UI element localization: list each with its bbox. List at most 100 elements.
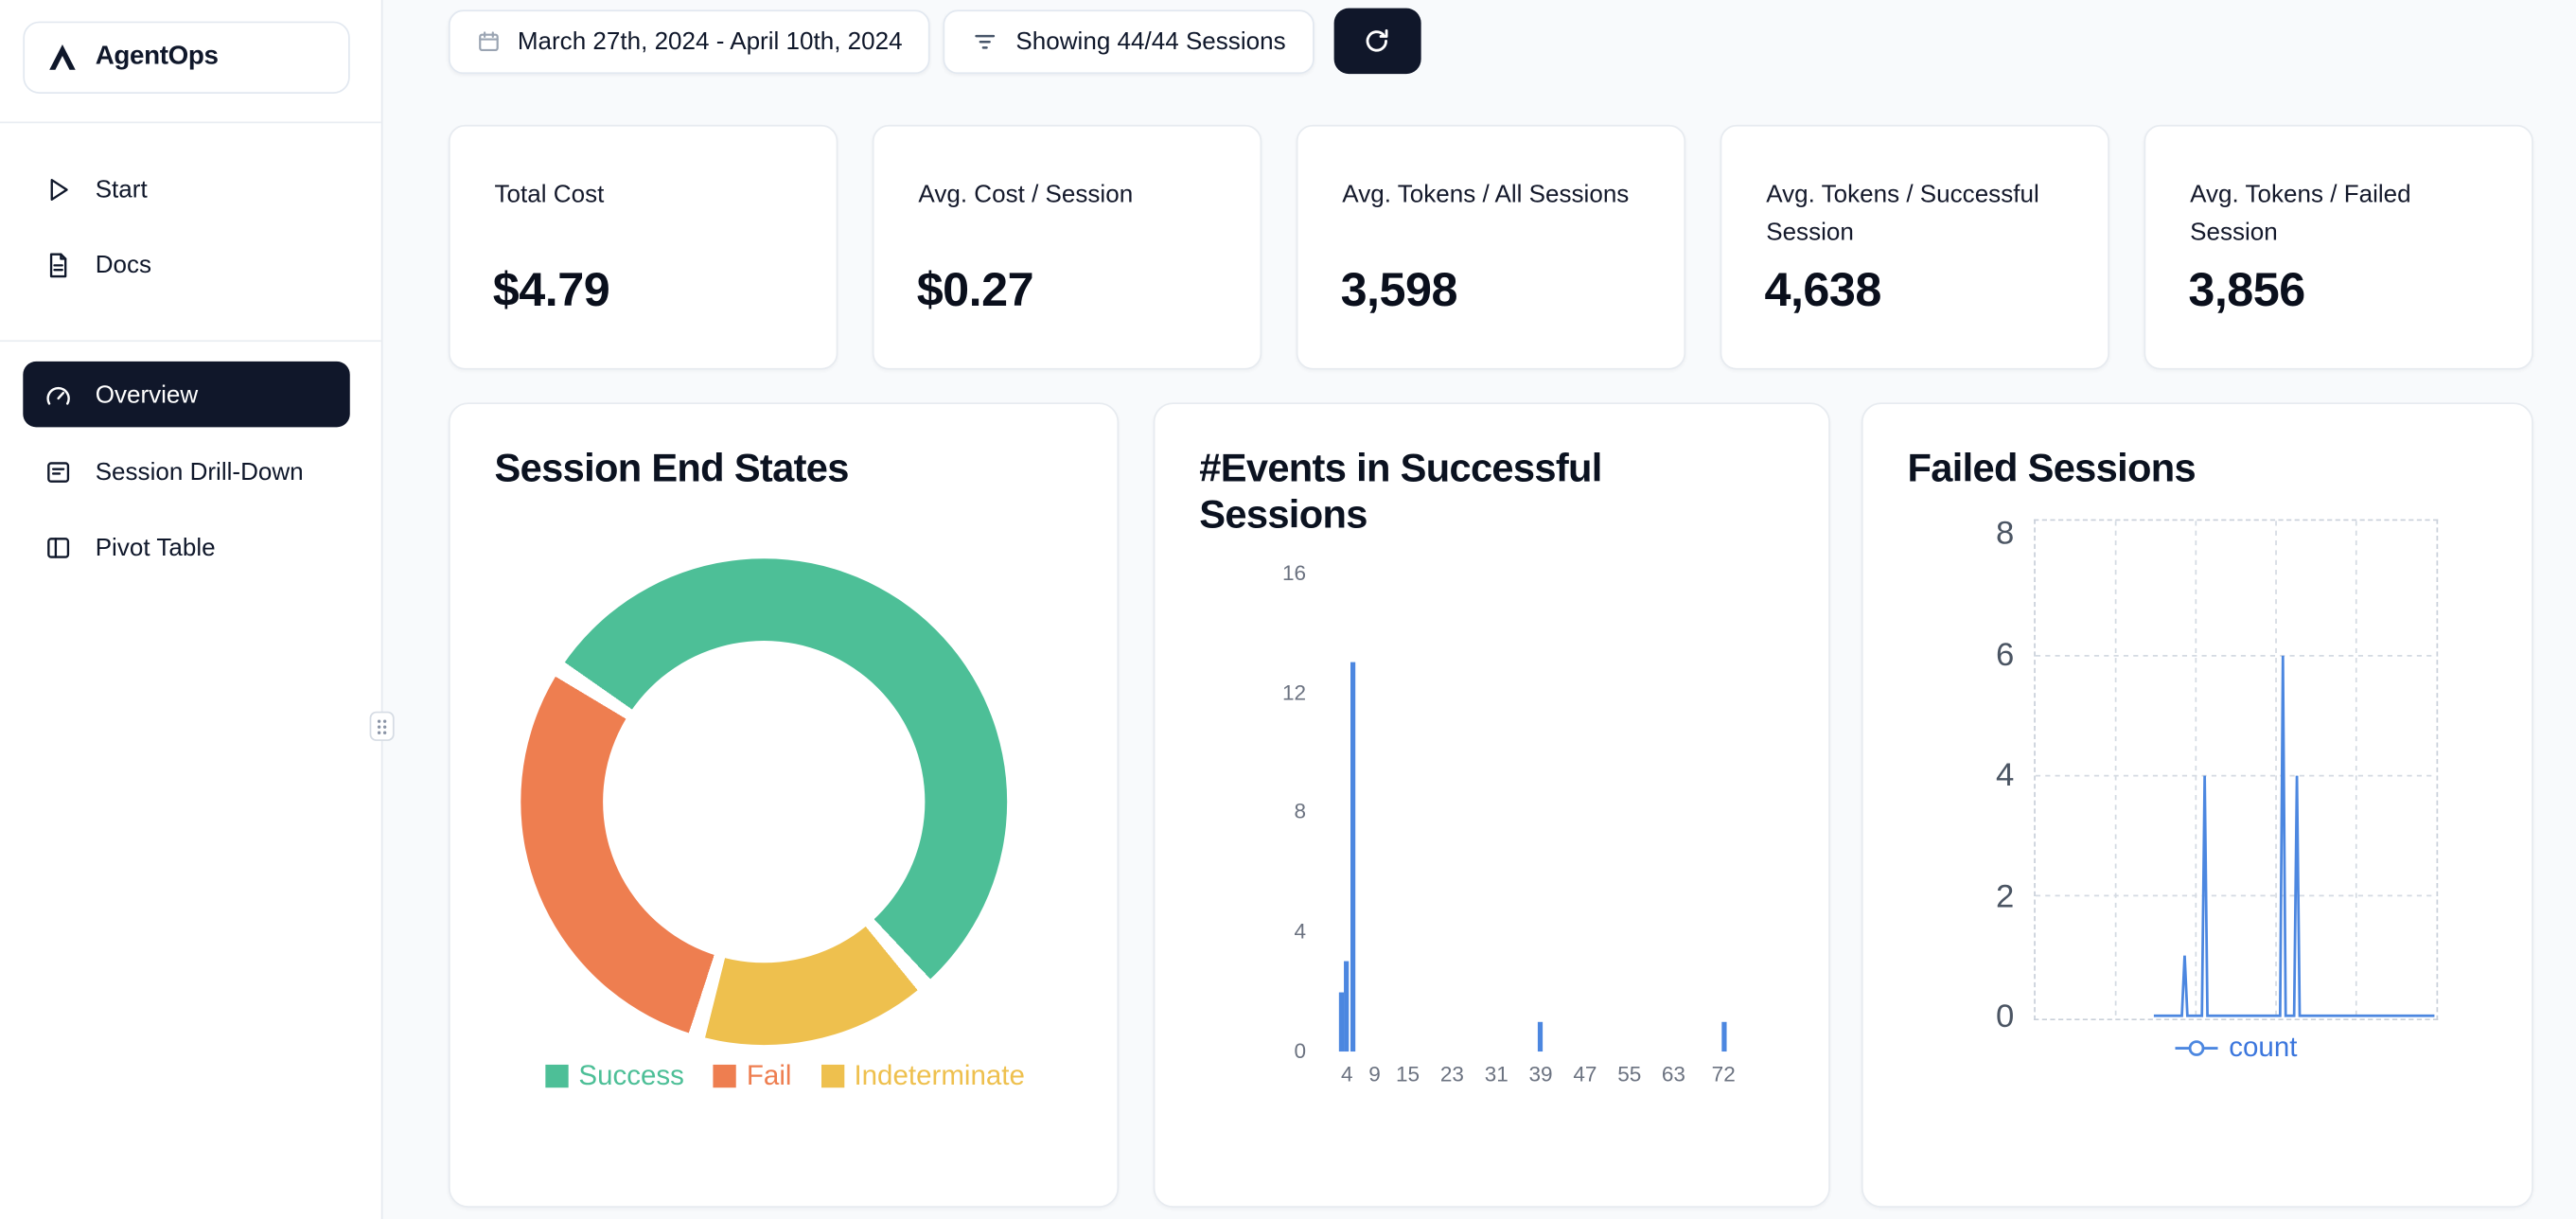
document-icon xyxy=(49,252,67,277)
stat-value: 3,856 xyxy=(2188,264,2305,318)
histogram-bar xyxy=(1344,962,1350,1052)
x-tick-label: 23 xyxy=(1439,1061,1464,1086)
legend-label: Indeterminate xyxy=(854,1059,1025,1091)
sidebar-item-start[interactable]: Start xyxy=(23,156,349,221)
agentops-logo-icon xyxy=(49,44,76,70)
x-tick-label: 39 xyxy=(1528,1061,1553,1086)
y-tick-label: 2 xyxy=(1996,878,2015,915)
play-icon xyxy=(50,178,68,201)
y-tick-label: 4 xyxy=(1294,918,1307,944)
bar-xaxis: 4 9 15 23 31 39 47 55 63 72 xyxy=(1319,1061,1812,1087)
legend-label: Success xyxy=(578,1059,684,1091)
sidebar-item-label: Docs xyxy=(95,250,152,279)
x-tick-label: 4 xyxy=(1341,1061,1353,1086)
sidebar-divider xyxy=(0,340,381,343)
chart-title: #Events in Successful Sessions xyxy=(1199,447,1602,538)
y-tick-label: 12 xyxy=(1282,679,1307,704)
stat-card-total-cost: Total Cost $4.79 xyxy=(448,124,838,370)
x-tick-label: 15 xyxy=(1396,1061,1420,1086)
bar-yaxis: 0 4 8 12 16 xyxy=(1221,559,1307,1063)
legend-label: count xyxy=(2229,1032,2298,1064)
y-tick-label: 0 xyxy=(1996,998,2015,1036)
x-tick-label: 72 xyxy=(1711,1061,1736,1086)
sidebar-item-label: Start xyxy=(95,174,148,203)
stat-card-avg-tokens-failed: Avg. Tokens / Failed Session 3,856 xyxy=(2144,124,2533,370)
stat-value: $4.79 xyxy=(492,264,610,318)
sidebar-item-session-drilldown[interactable]: Session Drill-Down xyxy=(23,439,349,504)
bar-plot[interactable] xyxy=(1319,567,1812,1052)
stat-label: Total Cost xyxy=(494,180,605,209)
x-tick-label: 63 xyxy=(1661,1061,1686,1086)
donut-legend: Success Fail Indeterminate xyxy=(450,1060,1120,1093)
stat-card-avg-tokens-all: Avg. Tokens / All Sessions 3,598 xyxy=(1296,124,1686,370)
sidebar-item-label: Overview xyxy=(95,380,199,409)
sidebar-item-pivot-table[interactable]: Pivot Table xyxy=(23,514,349,579)
legend-line-marker xyxy=(2174,1040,2218,1056)
y-tick-label: 4 xyxy=(1996,757,2015,794)
histogram-bar xyxy=(1720,1021,1726,1052)
grip-dots-icon xyxy=(377,718,387,734)
donut-chart[interactable] xyxy=(520,558,1008,1046)
line-legend-count[interactable]: count xyxy=(2034,1032,2438,1065)
x-tick-label: 55 xyxy=(1617,1061,1642,1086)
chart-title: Failed Sessions xyxy=(1907,447,2197,492)
legend-item-indeterminate[interactable]: Indeterminate xyxy=(820,1059,1025,1093)
sidebar: AgentOps Start Docs Overview Se xyxy=(0,0,383,1219)
x-tick-label: 47 xyxy=(1573,1061,1597,1086)
y-tick-label: 8 xyxy=(1294,799,1307,824)
session-end-states-card: Session End States Success Fail Indetermin… xyxy=(448,402,1120,1208)
legend-swatch xyxy=(714,1064,737,1088)
date-range-label: March 27th, 2024 - April 10th, 2024 xyxy=(517,26,903,56)
list-detail-icon xyxy=(47,461,70,483)
filter-icon xyxy=(975,34,996,48)
legend-label: Fail xyxy=(746,1059,792,1091)
refresh-button[interactable] xyxy=(1332,8,1420,75)
legend-swatch xyxy=(820,1064,845,1088)
failed-sessions-card: Failed Sessions 0 2 4 6 8 count xyxy=(1861,402,2533,1208)
sidebar-item-docs[interactable]: Docs xyxy=(23,232,349,297)
histogram-bar xyxy=(1538,1021,1544,1052)
y-tick-label: 6 xyxy=(1996,637,2015,674)
legend-swatch xyxy=(545,1064,569,1088)
sidebar-divider xyxy=(0,121,381,124)
stat-label: Avg. Tokens / All Sessions xyxy=(1342,180,1630,209)
sidebar-item-label: Pivot Table xyxy=(95,533,216,561)
histogram-bar xyxy=(1338,991,1345,1052)
gauge-icon xyxy=(46,386,70,404)
chart-title: Session End States xyxy=(494,447,850,492)
stat-value: 3,598 xyxy=(1340,264,1458,318)
sessions-filter-button[interactable]: Showing 44/44 Sessions xyxy=(944,9,1314,74)
stat-label: Avg. Cost / Session xyxy=(918,180,1134,209)
histogram-bar xyxy=(1350,662,1355,1052)
sidebar-item-overview[interactable]: Overview xyxy=(23,361,350,428)
line-yaxis: 0 2 4 6 8 xyxy=(1902,516,2015,1035)
line-plot-svg xyxy=(2035,521,2437,1019)
app-logo[interactable]: AgentOps xyxy=(23,21,350,94)
events-histogram-card: #Events in Successful Sessions 0 4 8 12 16 4… xyxy=(1153,402,1830,1208)
legend-item-fail[interactable]: Fail xyxy=(714,1060,791,1093)
y-tick-label: 8 xyxy=(1996,516,2015,553)
stat-value: $0.27 xyxy=(916,264,1034,318)
y-tick-label: 0 xyxy=(1294,1038,1307,1064)
line-plot[interactable] xyxy=(2034,519,2439,1021)
x-tick-label: 31 xyxy=(1484,1061,1509,1086)
columns-icon xyxy=(47,537,70,557)
donut-hole xyxy=(603,641,926,963)
stat-label: Avg. Tokens / Failed Session xyxy=(2190,180,2411,247)
app-title: AgentOps xyxy=(95,43,219,71)
stat-card-avg-tokens-successful: Avg. Tokens / Successful Session 4,638 xyxy=(1720,124,2110,370)
legend-item-success[interactable]: Success xyxy=(545,1059,684,1093)
sidebar-item-label: Session Drill-Down xyxy=(95,457,304,486)
y-tick-label: 16 xyxy=(1282,559,1307,585)
stat-card-avg-cost-session: Avg. Cost / Session $0.27 xyxy=(872,124,1262,370)
refresh-icon xyxy=(1366,29,1388,52)
sessions-filter-label: Showing 44/44 Sessions xyxy=(1015,26,1286,56)
calendar-icon xyxy=(479,30,499,51)
date-range-button[interactable]: March 27th, 2024 - April 10th, 2024 xyxy=(448,9,931,74)
sidebar-resize-handle[interactable] xyxy=(369,711,395,741)
toolbar: March 27th, 2024 - April 10th, 2024 Show… xyxy=(448,8,1420,75)
x-tick-label: 9 xyxy=(1368,1061,1381,1086)
stat-label: Avg. Tokens / Successful Session xyxy=(1766,180,2039,247)
stat-value: 4,638 xyxy=(1764,264,1881,318)
